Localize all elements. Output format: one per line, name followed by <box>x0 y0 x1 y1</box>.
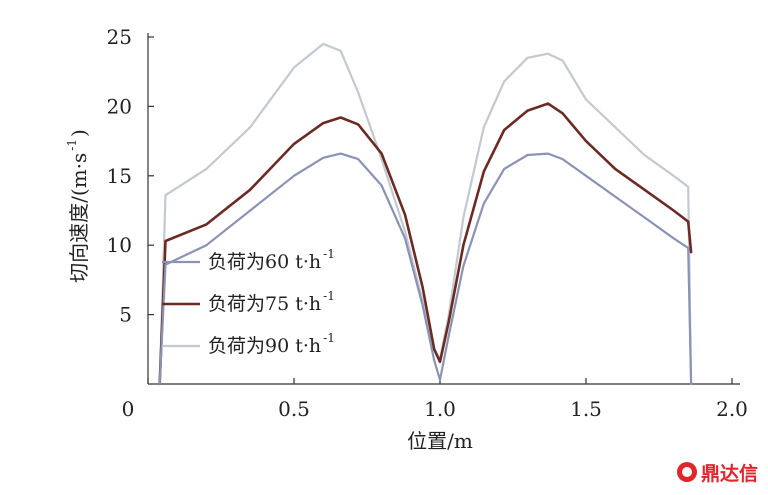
series-line-1 <box>158 152 693 386</box>
x-tick-label: 2.0 <box>716 397 748 421</box>
legend-label-2: 负荷为75 t·h -1 <box>208 289 335 315</box>
y-axis-label: 切向速度/(m·s-1) <box>65 129 91 283</box>
y-tick-label: 10 <box>107 233 132 257</box>
watermark-logo: 鼎达信 <box>676 459 758 485</box>
legend-label-3: 负荷为90 t·h -1 <box>208 331 335 357</box>
y-tick-label: 20 <box>107 94 132 118</box>
axes: 5 10 15 20 25 0 0.5 1.0 1.5 2.0 <box>107 25 748 421</box>
y-tick-label: 15 <box>107 164 132 188</box>
x-tick-label: 1.0 <box>424 397 456 421</box>
watermark-logo-icon <box>676 462 697 482</box>
x-tick-label: 1.5 <box>570 397 602 421</box>
legend-label-1: 负荷为60 t·h -1 <box>208 247 335 273</box>
y-tick-label: 25 <box>107 25 132 49</box>
series-line-2 <box>158 102 693 386</box>
watermark-text: 鼎达信 <box>700 462 758 485</box>
x-axis-label: 位置/m <box>407 429 473 453</box>
y-tick-label: 5 <box>119 303 132 327</box>
series-line-3 <box>158 42 693 386</box>
x-tick-label: 0 <box>122 397 135 421</box>
x-tick-label: 0.5 <box>278 397 310 421</box>
series-layer <box>158 42 693 386</box>
legend: 负荷为60 t·h -1 负荷为75 t·h -1 负荷为90 t·h -1 <box>162 247 335 357</box>
axis-labels: 位置/m 切向速度/(m·s-1) <box>65 129 473 453</box>
